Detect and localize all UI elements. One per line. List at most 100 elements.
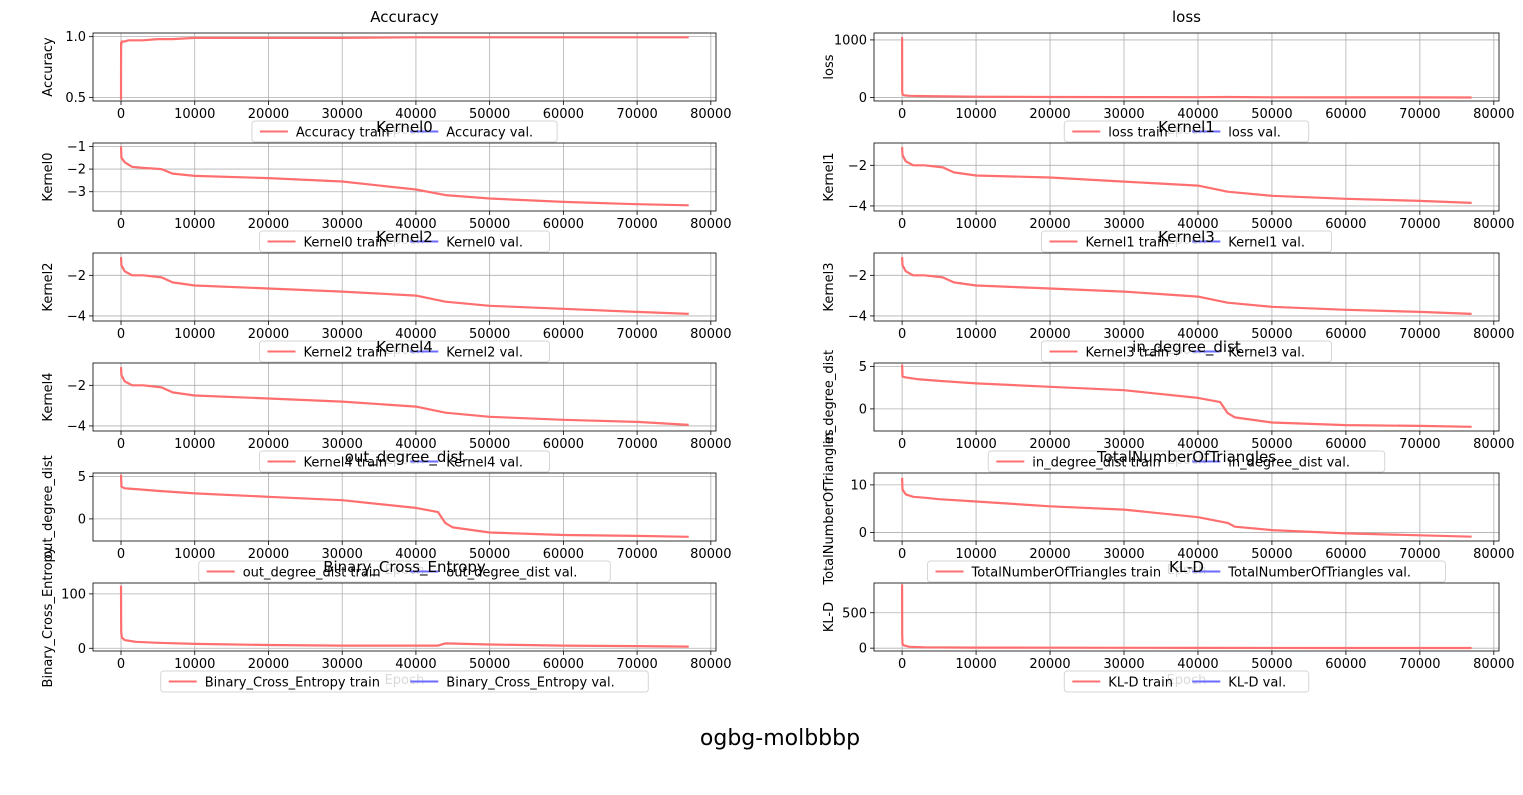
x-tick-label: 50000 [1251,437,1292,452]
legend: Binary_Cross_Entropy train Binary_Cross_E… [160,670,649,693]
x-tick-label: 80000 [690,657,731,672]
legend: Kernel2 train Kernel2 val. [259,340,550,363]
x-tick-label: 0 [117,437,125,452]
legend-label: TotalNumberOfTriangles train [971,566,1162,581]
subplot-title: Kernel2 [376,228,433,246]
x-tick-label: 10000 [955,327,996,342]
y-tick-label: 1000 [834,33,867,48]
legend-box [259,340,550,363]
x-tick-label: 20000 [1029,547,1070,562]
legend-label: Kernel2 train [304,346,388,361]
x-tick-label: 10000 [955,547,996,562]
y-axis-label: KL-D [822,602,837,632]
x-tick-label: 10000 [174,107,215,122]
x-tick-label: 40000 [395,107,436,122]
subplot-accuracy: 0 10000 20000 30000 40000 50000 60000 70000 8000… [41,8,732,143]
x-tick-label: 20000 [248,217,289,232]
x-tick-label: 30000 [322,327,363,342]
legend-box [1063,670,1310,693]
subplot-title: in_degree_dist [1132,338,1241,357]
legend-box [259,230,550,253]
y-tick-label: −4 [848,199,867,214]
y-tick-label: 0 [859,91,867,106]
axes-frame [873,142,1500,212]
legend-label: Binary_Cross_Entropy train [205,676,380,691]
y-axis-label: Kernel4 [41,372,56,421]
axes-frame [873,582,1500,652]
x-tick-label: 20000 [248,437,289,452]
series-line-totalnumberoftriangles-train [901,477,1472,538]
x-tick-label: 20000 [248,107,289,122]
y-tick-label: 0 [859,642,867,657]
y-axis-label: Kernel2 [41,262,56,311]
legend-label: Kernel1 val. [1228,236,1305,251]
legend-label: Kernel0 train [304,236,388,251]
x-tick-label: 60000 [543,547,584,562]
subplot-title: loss [1172,8,1201,26]
subplot-title: Binary_Cross_Entropy [323,558,486,577]
x-tick-label: 50000 [1251,217,1292,232]
y-tick-label: 0 [78,642,86,657]
x-tick-label: 10000 [955,437,996,452]
x-tick-label: 10000 [174,547,215,562]
y-tick-label: 0.5 [65,91,86,106]
legend-box [1063,120,1310,143]
x-tick-label: 10000 [174,657,215,672]
subplot-title: Kernel1 [1158,118,1215,136]
x-tick-label: 40000 [1177,107,1218,122]
legend-label: TotalNumberOfTriangles val. [1227,566,1411,581]
x-tick-label: 80000 [690,217,731,232]
y-tick-label: −3 [67,185,86,200]
x-tick-label: 50000 [469,547,510,562]
legend-label: out_degree_dist train [243,566,381,581]
subplot-kernel2: 0 10000 20000 30000 40000 50000 60000 70000 8000… [41,228,732,363]
x-tick-label: 40000 [395,657,436,672]
x-tick-label: 70000 [616,437,657,452]
x-tick-label: 70000 [616,547,657,562]
subplot-title: Accuracy [370,8,439,26]
subplot-title: out_degree_dist [345,448,465,467]
x-tick-label: 80000 [1473,107,1514,122]
y-tick-label: 100 [61,587,86,602]
x-tick-label: 60000 [1325,217,1366,232]
x-tick-label: 80000 [1473,437,1514,452]
x-tick-label: 10000 [955,107,996,122]
x-tick-label: 40000 [395,437,436,452]
legend-label: Kernel3 val. [1228,346,1305,361]
legend-label: Kernel0 val. [446,236,523,251]
legend-box [1041,340,1332,363]
legend-box [927,560,1446,583]
axes-frame [92,472,717,542]
x-tick-label: 20000 [248,657,289,672]
legend-label: KL-D val. [1228,676,1286,691]
x-tick-label: 10000 [955,657,996,672]
x-tick-label: 60000 [543,657,584,672]
x-tick-label: 60000 [1325,657,1366,672]
y-axis-label: loss [822,54,837,79]
x-tick-label: 0 [898,107,906,122]
x-tick-label: 0 [898,217,906,232]
legend: Kernel0 train Kernel0 val. [259,230,550,253]
x-tick-label: 0 [117,327,125,342]
x-tick-label: 0 [898,327,906,342]
y-axis-label: Kernel1 [822,152,837,201]
x-tick-label: 40000 [1177,327,1218,342]
legend: Kernel4 train Kernel4 val. [259,450,550,473]
x-tick-label: 50000 [469,657,510,672]
x-tick-label: 20000 [248,327,289,342]
legend-label: Accuracy train [296,126,390,141]
x-tick-label: 20000 [1029,217,1070,232]
x-tick-label: 40000 [1177,217,1218,232]
series-line-kernel1-train [901,147,1472,204]
x-tick-label: 50000 [469,217,510,232]
x-tick-label: 50000 [1251,107,1292,122]
legend-label: Kernel3 train [1086,346,1170,361]
x-tick-label: 40000 [395,547,436,562]
series-line-loss-train [900,36,1472,99]
y-axis-label: Kernel0 [41,152,56,201]
x-tick-label: 80000 [1473,657,1514,672]
x-tick-label: 40000 [1177,547,1218,562]
legend: out_degree_dist train out_degree_dist val… [198,560,611,583]
x-tick-label: 80000 [1473,327,1514,342]
x-tick-label: 30000 [322,437,363,452]
